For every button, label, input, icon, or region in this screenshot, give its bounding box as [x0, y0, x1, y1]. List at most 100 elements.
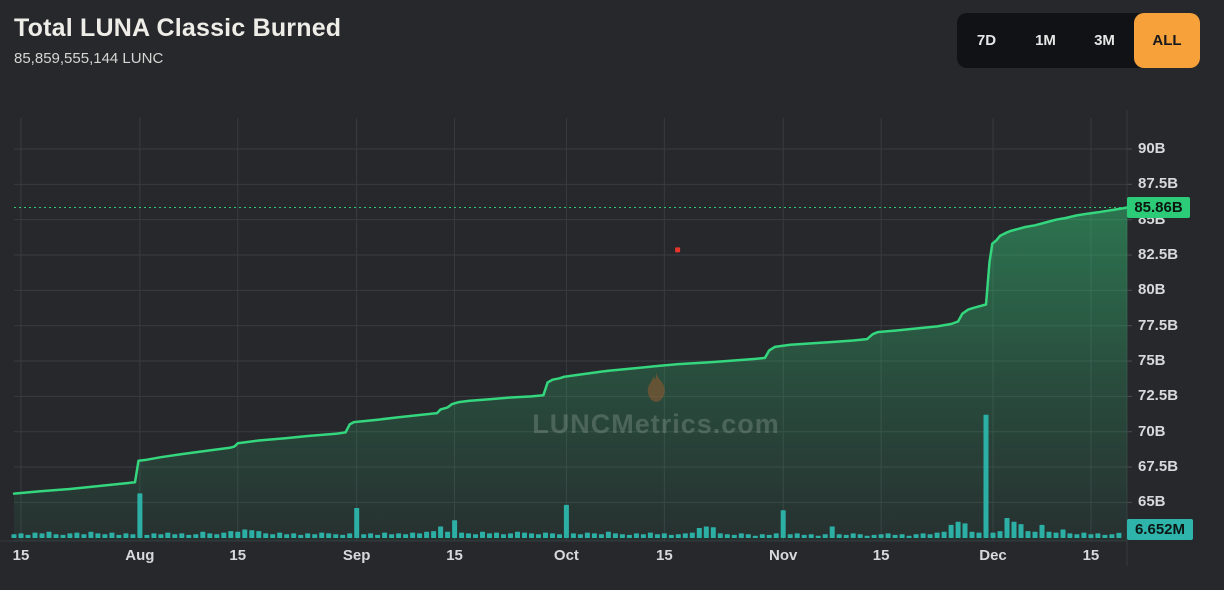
volume-bar	[354, 508, 360, 538]
volume-bar	[389, 534, 395, 538]
range-button-1m[interactable]: 1M	[1035, 32, 1056, 49]
volume-bar	[899, 534, 905, 538]
volume-bar	[1053, 532, 1059, 538]
range-button-3m[interactable]: 3M	[1094, 32, 1115, 49]
volume-bar	[144, 534, 150, 538]
volume-bar	[32, 532, 38, 538]
volume-bar	[529, 533, 534, 538]
volume-bar	[689, 532, 695, 538]
volume-bar	[857, 534, 863, 538]
volume-bar	[242, 529, 248, 538]
y-axis-label: 77.5B	[1138, 316, 1179, 334]
volume-bar	[88, 531, 94, 538]
volume-bar	[808, 534, 814, 538]
volume-bar	[1088, 534, 1094, 538]
x-axis-label: 15	[1082, 547, 1100, 564]
volume-bar	[801, 534, 807, 538]
volume-bar	[25, 534, 31, 538]
volume-bar	[1011, 521, 1017, 538]
volume-bar	[626, 534, 632, 538]
volume-bar	[291, 533, 297, 538]
volume-bar	[1095, 533, 1101, 538]
volume-bar	[752, 535, 758, 538]
volume-bar	[759, 534, 765, 538]
volume-bar	[53, 534, 59, 538]
volume-bar	[668, 534, 674, 538]
volume-bar	[319, 532, 325, 538]
volume-bar	[885, 533, 891, 538]
volume-bar	[312, 534, 318, 538]
volume-bar	[179, 533, 185, 538]
volume-bar	[361, 534, 367, 538]
volume-bar	[1025, 531, 1031, 538]
y-axis-label: 80B	[1138, 281, 1166, 299]
volume-bar	[438, 526, 444, 538]
volume-bar	[787, 534, 793, 538]
volume-bar	[333, 534, 339, 538]
volume-bar	[200, 531, 206, 538]
volume-bar	[214, 534, 220, 538]
volume-bar	[584, 532, 590, 538]
volume-bar	[74, 532, 80, 538]
volume-bar	[165, 532, 171, 538]
volume-bar	[375, 534, 381, 538]
y-axis-label: 82.5B	[1138, 246, 1179, 264]
volume-bar	[466, 533, 471, 538]
range-button-7d[interactable]: 7D	[976, 32, 997, 49]
volume-bar	[892, 534, 898, 538]
volume-bar	[536, 534, 541, 538]
volume-bar	[1039, 524, 1045, 538]
volume-bar	[745, 534, 751, 538]
volume-bar	[619, 534, 625, 538]
volume-bar	[431, 531, 437, 538]
volume-bar	[186, 534, 192, 538]
x-axis-label: 15	[656, 547, 673, 564]
x-axis-label: 15	[872, 547, 890, 564]
volume-bar	[284, 534, 290, 538]
volume-bar	[577, 534, 583, 538]
volume-bar	[913, 534, 919, 538]
volume-bar	[815, 535, 821, 538]
volume-bar	[563, 504, 569, 538]
volume-bar	[1081, 532, 1087, 538]
volume-bar	[424, 531, 430, 538]
volume-bar	[557, 534, 562, 538]
volume-bar	[654, 534, 660, 538]
volume-bar	[123, 533, 129, 538]
volume-bar	[95, 533, 101, 538]
burned-area-fill	[14, 207, 1128, 541]
volume-bar	[235, 531, 241, 538]
volume-bar	[452, 520, 458, 538]
volume-bar	[410, 532, 416, 538]
volume-bar	[822, 534, 828, 538]
volume-bar	[11, 534, 17, 538]
volume-bars	[11, 414, 1122, 538]
volume-bar	[445, 531, 451, 538]
volume-bar	[591, 533, 597, 538]
volume-bar	[501, 534, 506, 538]
volume-bar	[906, 535, 912, 538]
total-burned-value: 85,859,555,144 LUNC	[14, 50, 164, 67]
volume-bar	[1074, 534, 1080, 538]
volume-bar	[647, 532, 653, 538]
volume-bar	[976, 532, 982, 538]
volume-bar	[459, 532, 465, 538]
volume-bar	[116, 534, 122, 538]
volume-bar	[710, 527, 716, 538]
y-axis-label: 67.5B	[1138, 458, 1179, 476]
volume-bar	[605, 531, 611, 538]
volume-bar	[277, 532, 283, 538]
volume-bar	[1060, 529, 1066, 538]
volume-bar	[955, 521, 961, 538]
volume-bar	[221, 532, 227, 538]
range-button-all[interactable]: ALL	[1134, 13, 1200, 68]
current-volume-label: 6.652M	[1127, 519, 1193, 540]
volume-bar	[843, 534, 849, 538]
volume-bar	[1046, 531, 1052, 538]
volume-bar	[962, 523, 968, 538]
volume-bar	[829, 526, 835, 538]
volume-bar	[543, 532, 548, 538]
y-axis-label: 90B	[1138, 140, 1166, 157]
